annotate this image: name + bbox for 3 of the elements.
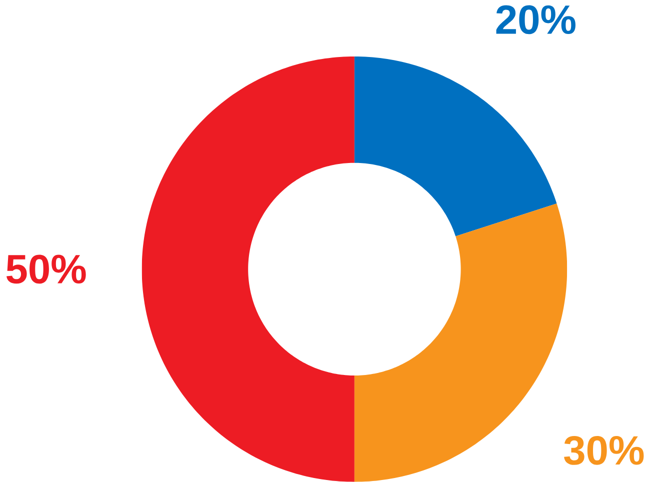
data-label: 30% (564, 436, 644, 465)
data-label: 50% (6, 254, 86, 284)
data-label: 20% (496, 5, 576, 34)
